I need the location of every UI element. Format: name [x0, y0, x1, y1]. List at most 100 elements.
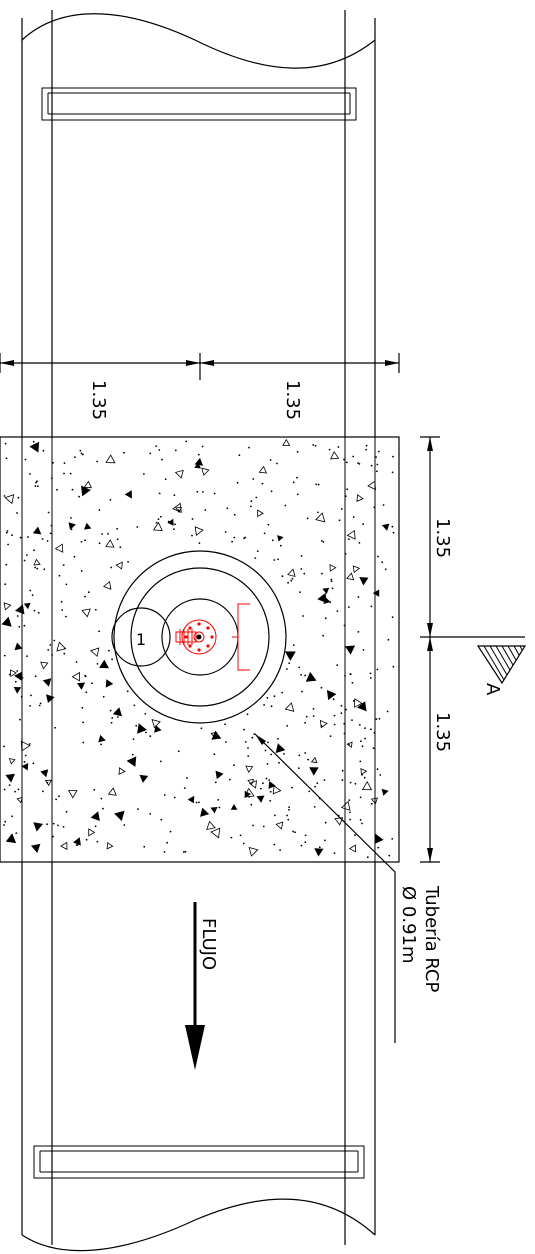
aggregate-dot	[246, 713, 249, 716]
aggregate-triangle	[14, 642, 23, 651]
aggregate-triangle	[322, 587, 330, 595]
aggregate-triangle	[98, 734, 106, 743]
aggregate-triangle	[167, 518, 174, 526]
dimension-top-right: 1.35	[282, 380, 303, 420]
aggregate-triangle	[354, 698, 363, 708]
manhole-outer-circle	[113, 550, 287, 724]
aggregate-dot	[228, 778, 231, 781]
aggregate-dot	[87, 591, 90, 594]
aggregate-dot	[224, 531, 227, 533]
aggregate-dot	[110, 721, 113, 724]
aggregate-triangle	[346, 741, 353, 749]
aggregate-dot	[96, 663, 99, 665]
aggregate-dot	[6, 530, 9, 532]
manhole-circles	[111, 550, 287, 724]
aggregate-dot	[268, 779, 271, 781]
aggregate-dot	[271, 539, 274, 542]
aggregate-dot	[157, 518, 160, 521]
aggregate-dot	[42, 449, 45, 452]
aggregate-dot	[391, 838, 394, 840]
aggregate-dot	[23, 559, 26, 562]
aggregate-dot	[364, 737, 366, 740]
aggregate-dot	[51, 654, 53, 656]
aggregate-dot	[27, 536, 29, 538]
aggregate-dot	[296, 450, 299, 453]
aggregate-dot	[314, 785, 316, 788]
aggregate-triangle	[1, 616, 12, 627]
aggregate-dot	[137, 808, 139, 810]
aggregate-dot	[365, 444, 368, 447]
aggregate-dot	[341, 769, 344, 772]
aggregate-dot	[330, 578, 333, 581]
aggregate-dot	[300, 844, 303, 847]
aggregate-triangle	[287, 568, 296, 578]
aggregate-dot	[21, 676, 24, 679]
pipe-callout-line2: Ø 0.91m	[398, 886, 419, 964]
aggregate-dot	[14, 790, 16, 793]
aggregate-dot	[349, 781, 352, 784]
aggregate-dot	[376, 470, 378, 473]
aggregate-dot	[348, 538, 350, 540]
aggregate-dot	[49, 644, 52, 646]
aggregate-dot	[340, 508, 343, 510]
aggregate-triangle	[21, 763, 29, 771]
aggregate-triangle	[154, 725, 162, 733]
aggregate-dot	[46, 823, 48, 826]
aggregate-triangle	[5, 833, 17, 844]
top-dimension	[0, 353, 400, 380]
aggregate-dot	[26, 655, 28, 657]
aggregate-triangle	[30, 843, 41, 853]
aggregate-triangle	[211, 730, 222, 740]
aggregate-dot	[144, 713, 147, 715]
aggregate-triangle	[99, 659, 109, 669]
aggregate-triangle	[340, 800, 351, 811]
aggregate-dot	[359, 796, 362, 799]
aggregate-triangle	[175, 506, 182, 514]
aggregate-dot	[297, 767, 300, 770]
dimension-top-left: 1.35	[88, 380, 109, 420]
aggregate-dot	[340, 704, 343, 707]
valve-center	[196, 634, 202, 640]
aggregate-dot	[357, 631, 360, 633]
aggregate-dot	[160, 515, 162, 518]
aggregate-dot	[330, 580, 333, 583]
aggregate-dot	[32, 440, 35, 443]
aggregate-dot	[300, 673, 302, 676]
aggregate-dot	[62, 826, 65, 828]
aggregate-dot	[238, 454, 241, 457]
aggregate-dot	[63, 472, 65, 475]
aggregate-dot	[306, 517, 309, 520]
aggregate-triangle	[105, 539, 115, 548]
aggregate-dot	[281, 575, 284, 578]
aggregate-dot	[8, 784, 11, 786]
aggregate-dot	[198, 801, 200, 804]
aggregate-dot	[292, 830, 294, 833]
aggregate-dot	[354, 834, 356, 837]
aggregate-triangle	[272, 785, 282, 795]
aggregate-dot	[119, 546, 122, 549]
aggregate-dot	[273, 843, 276, 846]
aggregate-dot	[26, 554, 28, 556]
aggregate-dot	[29, 589, 32, 592]
aggregate-triangle	[248, 846, 259, 857]
aggregate-dot	[143, 845, 146, 848]
aggregate-triangle	[115, 561, 123, 570]
aggregate-triangle	[361, 780, 373, 791]
aggregate-dot	[94, 608, 97, 611]
aggregate-dot	[191, 534, 193, 537]
aggregate-triangle	[4, 494, 15, 505]
aggregate-dot	[348, 799, 351, 802]
aggregate-triangle	[356, 494, 364, 502]
dimension-right-lower: 1.35	[432, 712, 453, 752]
aggregate-dot	[84, 539, 86, 542]
aggregate-dot	[381, 561, 384, 564]
aggregate-dot	[359, 818, 362, 821]
aggregate-dot	[84, 595, 86, 598]
aggregate-dot	[174, 449, 177, 452]
aggregate-dot	[145, 731, 147, 734]
aggregate-dot	[375, 456, 377, 458]
aggregate-triangle	[23, 602, 31, 610]
aggregate-dot	[163, 794, 166, 796]
aggregate-dot	[161, 458, 163, 461]
aggregate-dot	[19, 536, 22, 539]
